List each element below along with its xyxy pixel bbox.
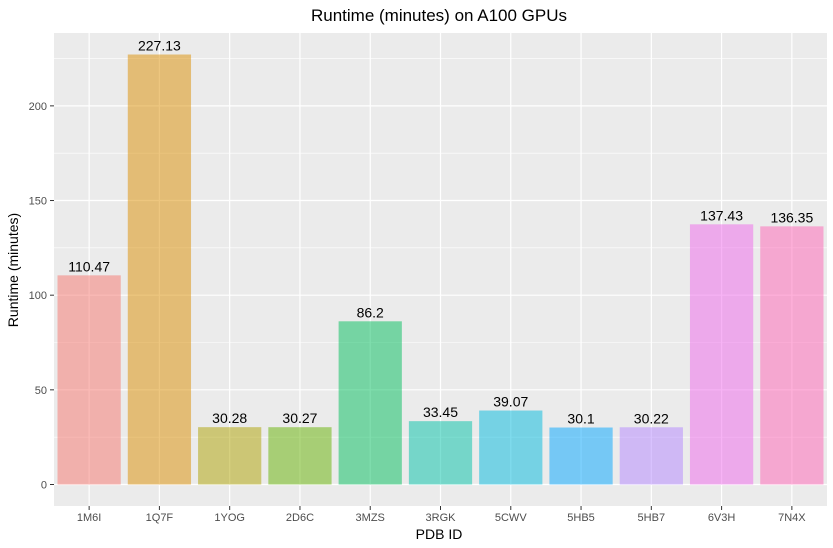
x-axis-title: PDB ID bbox=[416, 526, 463, 542]
data-label-5CWV: 39.07 bbox=[493, 394, 528, 410]
data-label-3MZS: 86.2 bbox=[357, 304, 384, 320]
y-axis-title: Runtime (minutes) bbox=[5, 213, 21, 327]
bar-2D6C bbox=[268, 427, 332, 485]
data-label-3RGK: 33.45 bbox=[423, 404, 458, 420]
bar-1Q7F bbox=[127, 54, 192, 485]
x-tick-label: 5HB7 bbox=[638, 512, 666, 524]
bar-6V3H bbox=[689, 224, 754, 485]
x-tick-label: 7N4X bbox=[778, 512, 806, 524]
bar-5HB5 bbox=[549, 427, 613, 485]
x-tick-label: 6V3H bbox=[708, 512, 736, 524]
x-tick-label: 5HB5 bbox=[567, 512, 595, 524]
bar-7N4X bbox=[760, 226, 824, 485]
bar-5HB7 bbox=[619, 427, 683, 485]
data-label-5HB5: 30.1 bbox=[567, 411, 594, 427]
data-label-1M6I: 110.47 bbox=[68, 258, 110, 274]
x-tick-label: 5CWV bbox=[495, 512, 527, 524]
x-tick-label: 2D6C bbox=[286, 512, 314, 524]
x-axis: 1M6I 1Q7F 1YOG 2D6C 3MZS 3RGK 5CWV 5HB5 5HB7 6V3H… bbox=[77, 506, 806, 524]
chart-title: Runtime (minutes) on A100 GPUs bbox=[311, 6, 567, 25]
bar-3MZS bbox=[338, 321, 402, 485]
y-axis: 0 50 100 150 200 bbox=[29, 101, 54, 491]
bar-5CWV bbox=[479, 410, 543, 485]
data-label-2D6C: 30.27 bbox=[282, 410, 317, 426]
bar-1YOG bbox=[198, 427, 262, 485]
data-label-7N4X: 136.35 bbox=[770, 209, 813, 225]
y-tick-label: 100 bbox=[29, 290, 47, 302]
y-tick-label: 200 bbox=[29, 101, 47, 113]
x-tick-label: 1YOG bbox=[214, 512, 245, 524]
bar-3RGK bbox=[408, 421, 473, 485]
y-tick-label: 150 bbox=[29, 196, 47, 208]
data-label-5HB7: 30.22 bbox=[634, 410, 669, 426]
x-tick-label: 1M6I bbox=[77, 512, 101, 524]
y-tick-label: 50 bbox=[35, 385, 47, 397]
bars bbox=[57, 54, 824, 485]
x-tick-label: 3MZS bbox=[356, 512, 385, 524]
data-label-1Q7F: 227.13 bbox=[138, 38, 181, 54]
x-tick-label: 1Q7F bbox=[146, 512, 174, 524]
data-label-1YOG: 30.28 bbox=[212, 410, 247, 426]
bar-1M6I bbox=[57, 275, 121, 485]
data-labels: 110.47 227.13 30.28 30.27 86.2 33.45 39.07 30.1… bbox=[68, 38, 813, 427]
data-label-6V3H: 137.43 bbox=[700, 207, 743, 223]
x-tick-label: 3RGK bbox=[426, 512, 457, 524]
y-tick-label: 0 bbox=[41, 479, 47, 491]
